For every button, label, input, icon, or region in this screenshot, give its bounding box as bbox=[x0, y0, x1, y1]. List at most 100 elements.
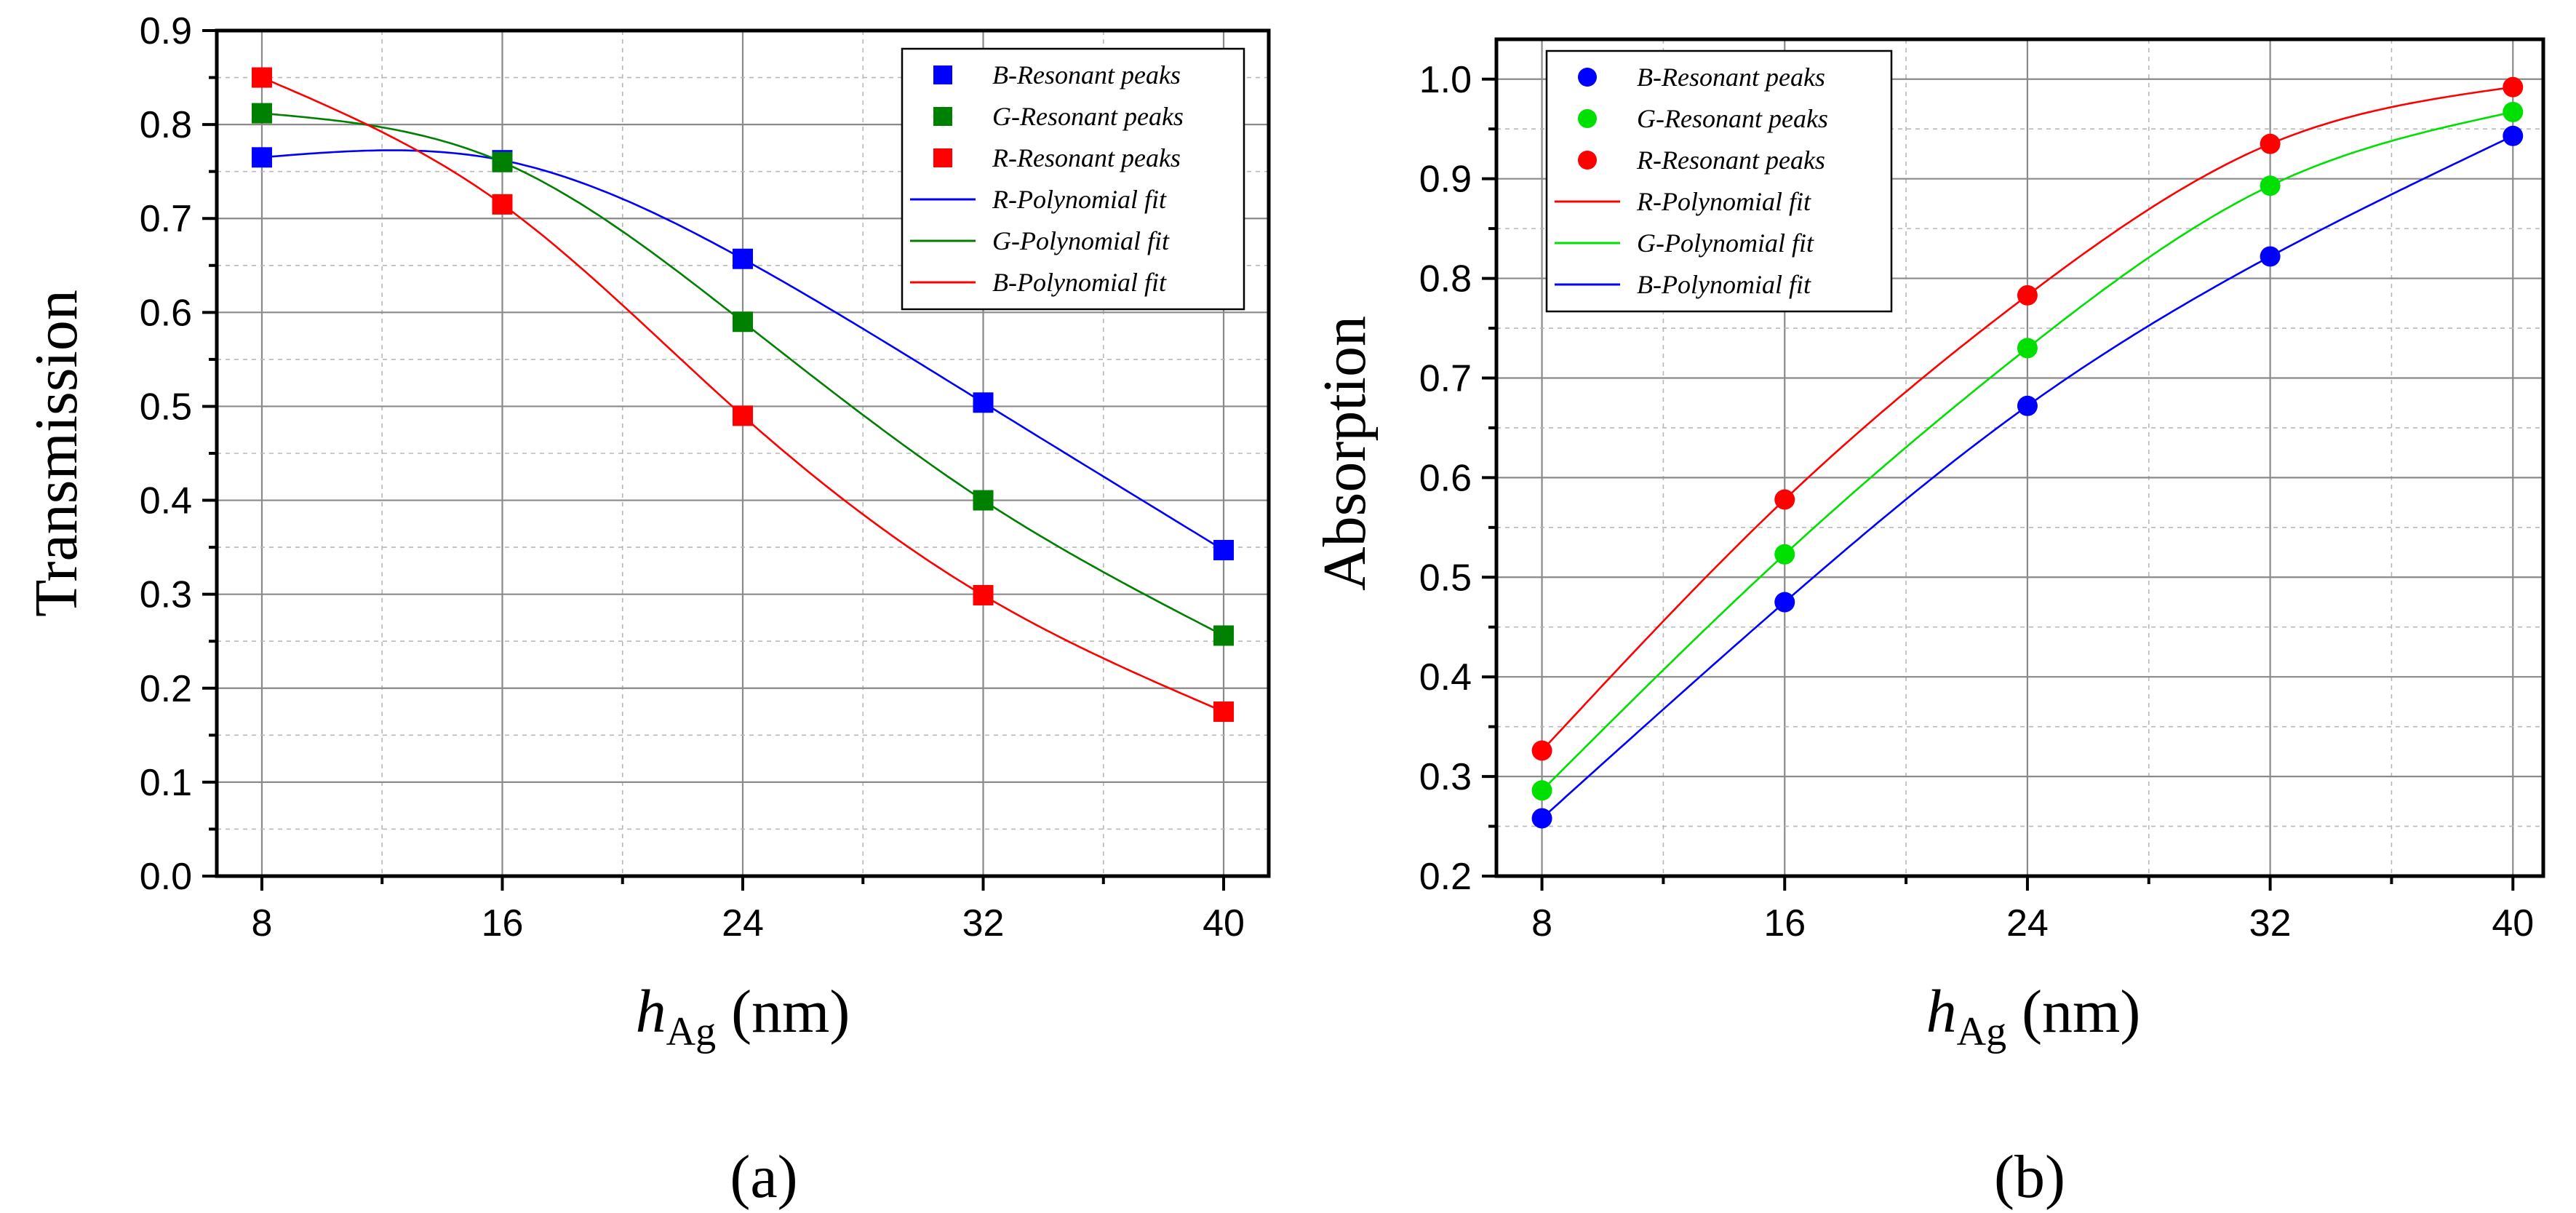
x-tick-label: 32 bbox=[2249, 902, 2292, 944]
x-tick-label: 8 bbox=[1531, 902, 1552, 944]
legend-marker bbox=[1578, 109, 1597, 128]
legend-box bbox=[1545, 49, 1893, 313]
y-tick-label: 0.1 bbox=[140, 762, 192, 804]
data-point-g-resonant-peaks bbox=[251, 103, 272, 124]
data-point-b-resonant-peaks bbox=[1213, 539, 1235, 560]
data-point-g-resonant-peaks bbox=[2503, 101, 2524, 122]
legend-marker bbox=[933, 148, 952, 167]
data-point-r-resonant-peaks bbox=[1531, 740, 1552, 761]
y-tick-label: 0.5 bbox=[1419, 557, 1472, 599]
x-tick-label: 24 bbox=[2006, 902, 2049, 944]
data-point-b-resonant-peaks bbox=[1774, 592, 1795, 613]
x-axis-title-b: hAg (nm) bbox=[1926, 978, 2141, 1054]
legend-label: G-Resonant peaks bbox=[992, 102, 1184, 131]
data-point-r-resonant-peaks bbox=[1213, 701, 1235, 723]
axis-ticks-b bbox=[1482, 77, 2515, 891]
legend-label: R-Resonant peaks bbox=[1636, 146, 1825, 175]
plot-frame-b bbox=[1494, 37, 2545, 878]
y-tick-label: 0.8 bbox=[140, 104, 192, 146]
panel-label-b: (b) bbox=[1994, 1143, 2065, 1211]
data-point-b-resonant-peaks bbox=[2017, 395, 2038, 416]
y-tick-label: 0.3 bbox=[140, 574, 192, 616]
legend-label: G-Polynomial fit bbox=[992, 226, 1170, 255]
legend-label: R-Resonant peaks bbox=[992, 143, 1181, 172]
legend-label: R-Polynomial fit bbox=[1636, 187, 1811, 216]
data-point-g-resonant-peaks bbox=[1213, 625, 1235, 646]
y-tick-label: 0.9 bbox=[140, 10, 192, 52]
y-tick-label: 0.4 bbox=[1419, 656, 1472, 699]
x-tick-label: 8 bbox=[252, 902, 273, 944]
y-tick-label: 0.7 bbox=[1419, 357, 1472, 399]
y-tick-label: 0.2 bbox=[140, 668, 192, 710]
legend-marker bbox=[933, 107, 952, 126]
chart-panel-a: 8 16 24 32 400.00.10.20.30.40.50.60.70.80.9 … bbox=[23, 10, 1271, 1211]
x-tick-label: 40 bbox=[1203, 902, 1245, 944]
data-point-g-resonant-peaks bbox=[973, 490, 994, 511]
y-tick-label: 0.9 bbox=[1419, 159, 1472, 201]
x-axis-title-a: hAg (nm) bbox=[636, 978, 850, 1054]
x-tick-label: 24 bbox=[722, 902, 764, 944]
y-tick-label: 0.7 bbox=[140, 198, 192, 240]
legend-marker bbox=[1578, 151, 1597, 170]
legend-marker bbox=[933, 65, 952, 84]
data-point-b-resonant-peaks bbox=[973, 392, 994, 413]
data-point-g-resonant-peaks bbox=[1774, 544, 1795, 565]
legend-label: G-Polynomial fit bbox=[1637, 228, 1814, 258]
x-axis-title-symbol-b: h bbox=[1926, 978, 1957, 1046]
data-point-r-resonant-peaks bbox=[492, 194, 513, 215]
y-tick-label: 0.0 bbox=[140, 856, 192, 898]
data-markers-a bbox=[251, 67, 1235, 723]
x-tick-label: 40 bbox=[2492, 902, 2534, 944]
y-tick-label: 0.3 bbox=[1419, 756, 1472, 798]
legend-label: R-Polynomial fit bbox=[992, 185, 1167, 214]
data-point-b-resonant-peaks bbox=[2260, 246, 2281, 267]
y-tick-label: 1.0 bbox=[1419, 59, 1472, 101]
legend-b: B-Resonant peaks G-Resonant peaks R-Resona… bbox=[1545, 49, 1893, 313]
chart-panel-b: 8 16 24 32 40 0.2 0.3 0.4 0.5 0.6 0.7 0.8 0.9 1.0 B-R… bbox=[1311, 37, 2545, 1211]
axis-ticks-a bbox=[202, 29, 1226, 891]
y-axis-title-b: Absorption bbox=[1311, 316, 1379, 591]
y-tick-label: 0.4 bbox=[140, 480, 192, 522]
data-point-b-resonant-peaks bbox=[733, 248, 753, 269]
x-axis-title-unit-b: (nm) bbox=[2006, 978, 2140, 1046]
legend-label: G-Resonant peaks bbox=[1637, 104, 1828, 133]
legend-a: B-Resonant peaks G-Resonant peaks R-Resona… bbox=[901, 47, 1245, 311]
data-point-r-resonant-peaks bbox=[1774, 489, 1795, 510]
data-point-b-resonant-peaks bbox=[1531, 808, 1552, 829]
y-tick-label: 0.6 bbox=[1419, 457, 1472, 499]
data-point-g-resonant-peaks bbox=[733, 311, 753, 333]
data-point-r-resonant-peaks bbox=[2260, 133, 2281, 154]
data-point-r-resonant-peaks bbox=[251, 67, 272, 88]
data-point-r-resonant-peaks bbox=[733, 405, 753, 426]
x-axis-title-unit-a: (nm) bbox=[716, 978, 850, 1046]
legend-label: B-Polynomial fit bbox=[1637, 270, 1811, 299]
x-axis-title-symbol-a: h bbox=[636, 978, 666, 1046]
tick-labels-b: 8 16 24 32 40 0.2 0.3 0.4 0.5 0.6 0.7 0.8 0.9 1.0 bbox=[1419, 59, 2535, 944]
data-point-b-resonant-peaks bbox=[251, 147, 272, 168]
x-tick-label: 16 bbox=[1763, 902, 1806, 944]
data-point-g-resonant-peaks bbox=[1531, 780, 1552, 801]
data-point-r-resonant-peaks bbox=[2503, 76, 2524, 98]
y-tick-label: 0.2 bbox=[1419, 856, 1472, 898]
y-axis-title-a: Transmission bbox=[23, 290, 90, 617]
legend-box bbox=[901, 47, 1245, 311]
data-point-b-resonant-peaks bbox=[2503, 125, 2524, 146]
legend-label: B-Resonant peaks bbox=[1637, 63, 1825, 92]
y-tick-label: 0.5 bbox=[140, 386, 192, 428]
data-point-g-resonant-peaks bbox=[2260, 175, 2281, 196]
data-point-g-resonant-peaks bbox=[2017, 338, 2038, 359]
x-tick-label: 16 bbox=[482, 902, 524, 944]
legend-marker bbox=[1578, 68, 1597, 87]
tick-labels-a: 8 16 24 32 40 0.0 0.1 0.2 0.3 0.4 0.5 0.6 0.7 0.8 0.9 bbox=[140, 10, 1245, 944]
y-tick-label: 0.6 bbox=[140, 292, 192, 334]
x-axis-title-subscript-a: Ag bbox=[666, 1009, 716, 1054]
y-tick-label: 0.8 bbox=[1419, 258, 1472, 301]
x-axis-title-subscript-b: Ag bbox=[1957, 1009, 2006, 1054]
data-point-r-resonant-peaks bbox=[2017, 285, 2038, 306]
data-point-g-resonant-peaks bbox=[492, 151, 513, 172]
panel-label-a: (a) bbox=[730, 1143, 797, 1211]
x-tick-label: 32 bbox=[962, 902, 1005, 944]
legend-label: B-Resonant peaks bbox=[992, 60, 1181, 90]
